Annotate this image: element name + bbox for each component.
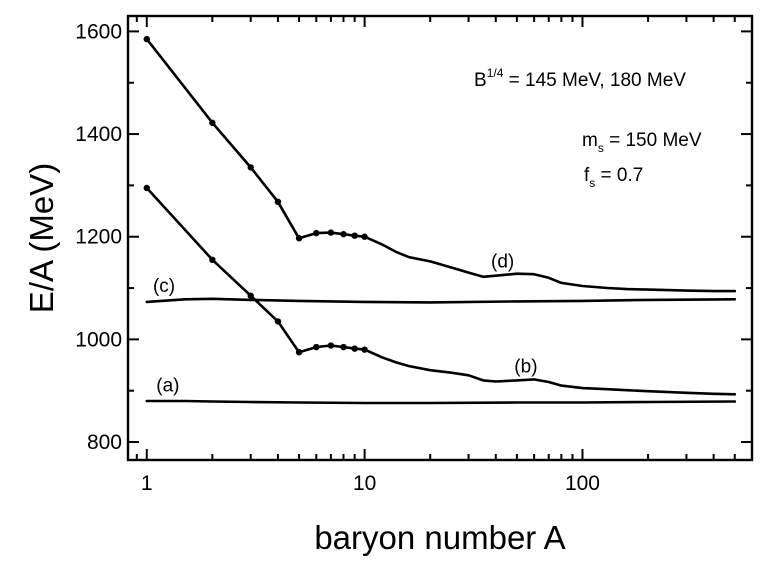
data-point-d xyxy=(209,119,216,126)
data-point-b xyxy=(340,343,347,351)
data-point-b xyxy=(295,349,303,356)
strangeness-fraction-annotation: fs = 0.7 xyxy=(584,165,643,190)
data-point-d xyxy=(351,232,358,239)
y-tick-label: 1000 xyxy=(75,328,122,351)
series-label-d: (d) xyxy=(491,252,514,273)
data-point-b xyxy=(209,256,216,264)
data-point-b xyxy=(143,184,150,192)
y-tick-label: 1200 xyxy=(75,226,122,249)
curve-c xyxy=(145,297,737,304)
curve-b xyxy=(145,186,737,396)
data-point-d xyxy=(274,198,282,206)
data-point-d xyxy=(361,233,368,240)
data-point-d xyxy=(247,164,254,171)
data-point-b xyxy=(247,292,254,299)
curve-d xyxy=(145,37,737,293)
series-label-b: (b) xyxy=(514,357,537,378)
data-point-b xyxy=(327,342,335,349)
axis-tick-labels: 1 10 100 800 1000 1200 1400 1600 xyxy=(75,20,600,495)
axis-ticks xyxy=(128,16,753,460)
data-point-b xyxy=(351,345,358,352)
data-point-d xyxy=(340,230,347,238)
x-tick-label: 1 xyxy=(141,472,153,495)
x-axis-title: baryon number A xyxy=(314,519,565,556)
bag-constant-annotation: B1/4 = 145 MeV, 180 MeV xyxy=(474,66,686,91)
x-tick-label: 10 xyxy=(353,472,376,495)
data-series xyxy=(145,37,737,405)
y-tick-label: 1400 xyxy=(75,123,122,146)
series-label-c: (c) xyxy=(153,276,175,297)
data-point-d xyxy=(327,229,335,236)
data-point-d xyxy=(143,35,150,43)
data-point-d xyxy=(295,235,303,242)
x-tick-label: 100 xyxy=(565,472,600,495)
data-markers xyxy=(143,35,368,356)
y-tick-label: 1600 xyxy=(75,20,122,43)
series-labels: (a) (b) (c) (d) xyxy=(153,252,538,397)
y-tick-label: 800 xyxy=(87,431,122,454)
data-point-b xyxy=(361,346,368,353)
data-point-b xyxy=(313,343,320,351)
strange-mass-annotation: ms = 150 MeV xyxy=(582,130,702,155)
series-label-a: (a) xyxy=(156,376,179,397)
data-point-b xyxy=(274,318,282,325)
y-axis-title: E/A (MeV) xyxy=(23,163,60,313)
curve-a xyxy=(145,399,737,405)
data-point-d xyxy=(313,229,320,237)
plot-frame xyxy=(126,14,754,462)
